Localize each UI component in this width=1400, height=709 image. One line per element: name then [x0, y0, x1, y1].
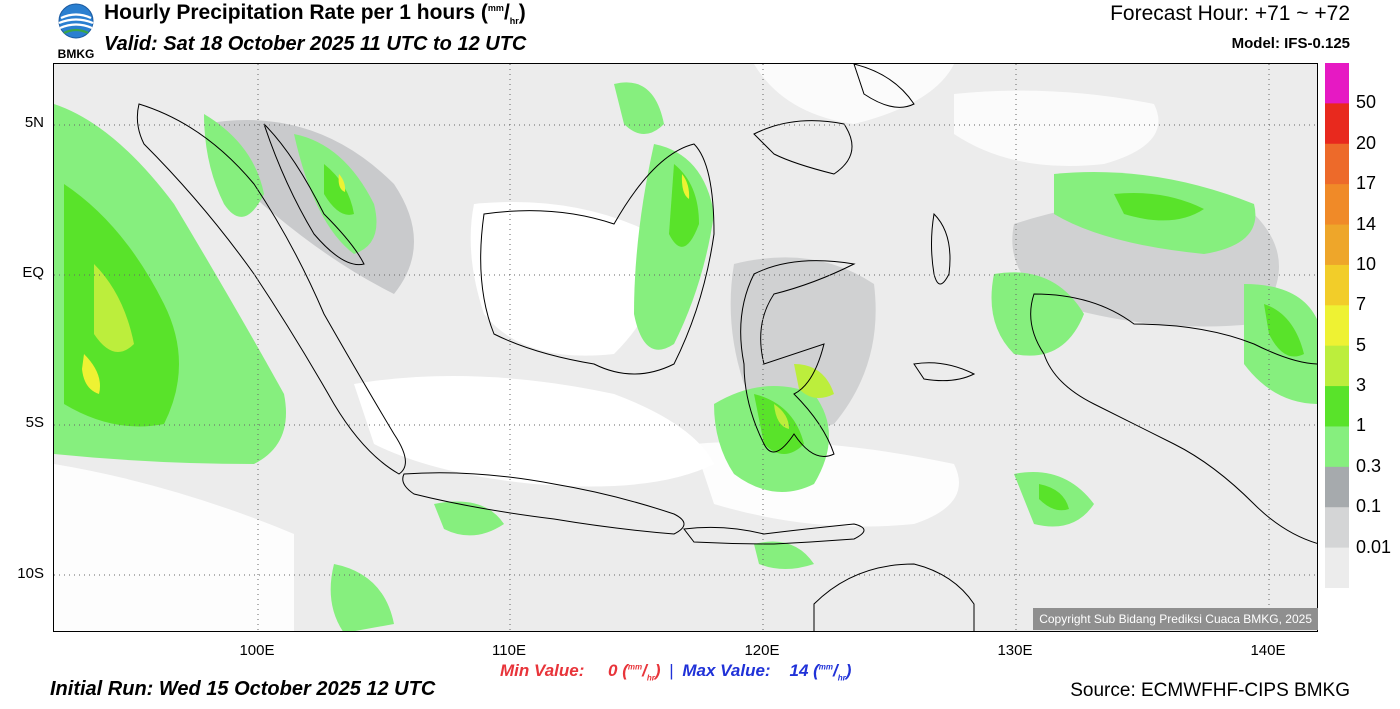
lat-label-5n: 5N	[24, 114, 44, 131]
colorbar-swatch	[1325, 386, 1349, 427]
colorbar-label: 0.1	[1356, 496, 1382, 517]
colorbar-swatch	[1325, 103, 1349, 145]
title-unit-num: mm	[487, 3, 504, 13]
max-label: Max Value:	[682, 661, 771, 680]
lon-label-120e: 120E	[744, 642, 780, 659]
title-unit-den: hr	[509, 16, 519, 27]
lon-label-130e: 130E	[997, 642, 1033, 659]
model-name: Model: IFS-0.125	[1231, 35, 1350, 52]
max-value-block: Max Value: 14 (mm/hr)	[682, 661, 852, 683]
colorbar-label: 1	[1356, 415, 1367, 436]
map-canvas	[54, 64, 1317, 631]
svg-text:BMKG: BMKG	[58, 47, 95, 60]
colorbar-swatches	[1325, 63, 1349, 589]
lon-label-100e: 100E	[239, 642, 275, 659]
min-unit-den: hr	[646, 673, 655, 683]
colorbar-swatch	[1325, 224, 1349, 266]
colorbar-label: 7	[1356, 294, 1367, 315]
colorbar-label: 50	[1356, 92, 1377, 113]
colorbar-swatch	[1325, 426, 1349, 468]
colorbar-label: 20	[1356, 132, 1377, 153]
min-max-values: Min Value: 0 (mm/hr) | Max Value: 14 (mm…	[500, 661, 851, 682]
min-label: Min Value:	[500, 661, 585, 680]
colorbar-label: 0.3	[1356, 455, 1382, 476]
max-unit-den: hr	[837, 673, 846, 683]
max-value: 14	[789, 661, 809, 680]
min-unit-num: mm	[627, 662, 643, 672]
colorbar-swatch	[1325, 63, 1349, 104]
colorbar-swatch	[1325, 264, 1349, 306]
colorbar-swatch	[1325, 345, 1349, 387]
colorbar-swatch	[1325, 143, 1349, 185]
lon-label-110e: 110E	[492, 642, 526, 659]
colorbar-swatch	[1325, 184, 1349, 226]
colorbar-label: 10	[1356, 253, 1377, 274]
data-source: Source: ECMWFHF-CIPS BMKG	[1070, 680, 1350, 701]
lat-label-5s: 5S	[25, 414, 44, 431]
colorbar-swatch	[1325, 547, 1349, 589]
bmkg-logo: BMKG	[50, 2, 102, 61]
max-unit-num: mm	[818, 662, 834, 672]
copyright-notice: Copyright Sub Bidang Prediksi Cuaca BMKG…	[1033, 608, 1318, 630]
map-title-text: Hourly Precipitation Rate per 1 hours	[104, 1, 476, 24]
lat-label-eq: EQ	[22, 264, 44, 281]
colorbar-label: 5	[1356, 334, 1367, 355]
valid-time: Valid: Sat 18 October 2025 11 UTC to 12 …	[104, 33, 527, 55]
colorbar	[1325, 63, 1349, 589]
lon-label-140e: 140E	[1250, 642, 1286, 659]
map-title: Hourly Precipitation Rate per 1 hours (m…	[104, 1, 526, 27]
initial-run: Initial Run: Wed 15 October 2025 12 UTC	[50, 678, 436, 700]
lat-label-10s: 10S	[17, 565, 44, 582]
forecast-hour: Forecast Hour: +71 ~ +72	[1110, 2, 1350, 25]
min-value-block: Min Value: 0 (mm/hr)	[500, 661, 666, 683]
colorbar-label: 3	[1356, 375, 1367, 396]
colorbar-swatch	[1325, 507, 1349, 549]
colorbar-swatch	[1325, 305, 1349, 347]
colorbar-label: 0.01	[1356, 536, 1392, 557]
min-value: 0	[608, 661, 618, 680]
colorbar-label: 17	[1356, 173, 1377, 194]
colorbar-label: 14	[1356, 213, 1377, 234]
min-max-separator: |	[669, 661, 674, 680]
colorbar-swatch	[1325, 466, 1349, 508]
precipitation-map	[53, 63, 1318, 632]
